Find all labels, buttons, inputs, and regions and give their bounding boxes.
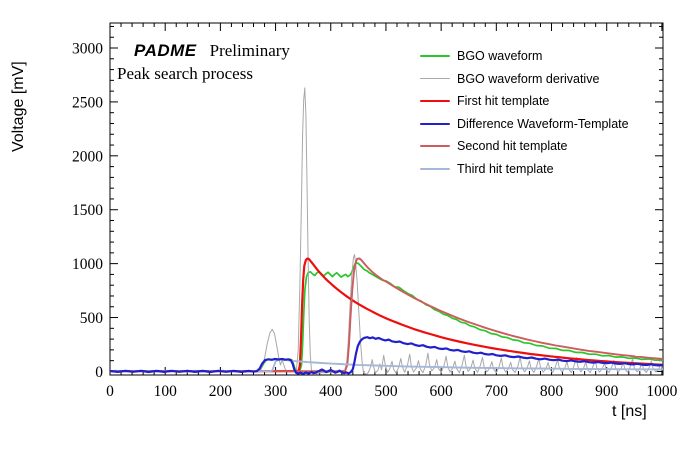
legend-label: BGO waveform (457, 49, 543, 64)
x-tick-label: 1000 (646, 383, 677, 400)
padme-logo-text: PADME (134, 41, 197, 60)
x-tick-label: 400 (319, 383, 343, 400)
x-tick-label: 700 (485, 383, 509, 400)
legend-line-swatch (420, 78, 450, 80)
legend-label: Difference Waveform-Template (457, 116, 629, 131)
legend-item-5: Third hit template (420, 158, 629, 181)
y-tick-label: 3000 (72, 41, 103, 58)
series-first-hit-template (110, 257, 663, 373)
legend-item-0: BGO waveform (420, 45, 629, 68)
x-tick-label: 600 (430, 383, 454, 400)
y-tick-label: 500 (80, 310, 104, 327)
x-tick-label: 200 (209, 383, 233, 400)
legend-line-swatch (420, 100, 450, 103)
x-tick-label: 900 (595, 383, 619, 400)
legend: BGO waveform BGO waveform derivative First… (420, 45, 629, 180)
legend-line-swatch (420, 145, 450, 148)
x-tick-label: 100 (154, 383, 178, 400)
legend-line-swatch (420, 122, 450, 125)
legend-line-swatch (420, 167, 450, 170)
legend-item-1: BGO waveform derivative (420, 68, 629, 91)
series-difference-waveform-template (110, 336, 663, 375)
experiment-label: PADME Preliminary (134, 41, 290, 61)
x-tick-label: 800 (540, 383, 564, 400)
plot-subtitle: Peak search process (117, 64, 253, 83)
y-tick-label: 1000 (72, 256, 103, 273)
preliminary-label: Preliminary (209, 41, 290, 60)
y-axis-title: Voltage [mV] (10, 61, 27, 152)
legend-label: Second hit template (457, 139, 568, 154)
y-tick-label: 2000 (72, 148, 103, 165)
x-axis-title: t [ns] (612, 403, 647, 420)
series-bgo-waveform (110, 261, 663, 373)
x-tick-label: 500 (374, 383, 398, 400)
x-tick-label: 0 (106, 383, 114, 400)
y-tick-label: 0 (95, 364, 103, 381)
legend-item-2: First hit template (420, 90, 629, 113)
y-tick-label: 1500 (72, 202, 103, 219)
y-tick-label: 2500 (72, 94, 103, 111)
legend-label: BGO waveform derivative (457, 71, 600, 86)
plot-frame (109, 22, 664, 376)
legend-item-4: Second hit template (420, 135, 629, 158)
legend-line-swatch (420, 55, 450, 58)
series-second-hit-template (110, 257, 663, 373)
legend-label: First hit template (457, 94, 550, 109)
x-tick-label: 300 (264, 383, 288, 400)
legend-item-3: Difference Waveform-Template (420, 113, 629, 136)
legend-label: Third hit template (457, 161, 554, 176)
